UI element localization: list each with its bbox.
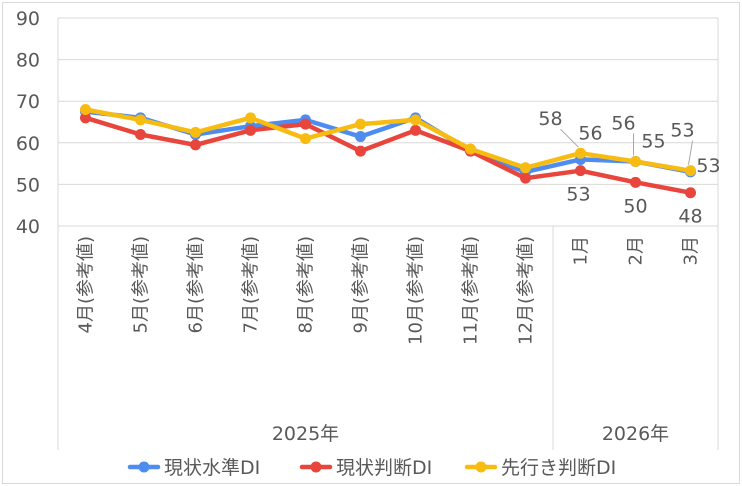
data-point [630, 156, 641, 168]
legend-marker [310, 461, 322, 473]
data-point [520, 162, 531, 174]
x-category-label: 9月(参考値) [351, 236, 372, 334]
data-label-leader [688, 140, 693, 165]
data-point [410, 124, 421, 136]
data-point [410, 114, 421, 126]
data-point [575, 165, 586, 177]
data-point [135, 114, 146, 126]
x-group-label: 2026年 [602, 423, 669, 445]
series-line [83, 115, 693, 195]
legend-label: 現状判断DI [336, 457, 432, 479]
data-point [685, 165, 696, 177]
data-label: 50 [623, 195, 647, 217]
data-point [80, 104, 91, 116]
y-tick-label: 80 [16, 50, 40, 72]
x-category-label: 11月(参考値) [461, 236, 482, 345]
y-tick-label: 90 [16, 8, 40, 30]
data-label: 58 [538, 108, 562, 130]
data-point [465, 143, 476, 155]
x-category-label: 5月(参考値) [131, 236, 152, 334]
legend-marker [475, 461, 487, 473]
y-tick-label: 70 [16, 91, 40, 113]
data-point [245, 112, 256, 124]
x-group-label: 2025年 [272, 423, 339, 445]
data-point [245, 124, 256, 136]
x-category-label: 1月 [571, 236, 592, 265]
y-tick-label: 50 [16, 174, 40, 196]
legend-label: 現状水準DI [164, 457, 260, 479]
series-line [83, 107, 693, 173]
data-point [520, 172, 531, 184]
data-point [300, 118, 311, 130]
data-point [190, 126, 201, 138]
x-category-label: 3月 [681, 236, 702, 265]
x-category-label: 2月 [626, 236, 647, 265]
data-point [355, 118, 366, 130]
data-label: 53 [566, 184, 590, 206]
x-category-label: 7月(参考値) [241, 236, 262, 334]
y-tick-label: 60 [16, 133, 40, 155]
data-point [685, 187, 696, 199]
data-point [300, 133, 311, 145]
legend-marker [138, 461, 150, 473]
data-point [575, 147, 586, 159]
data-label: 55 [641, 131, 665, 153]
legend-label: 先行き判断DI [501, 457, 616, 479]
data-label: 53 [670, 120, 694, 142]
data-point [135, 128, 146, 140]
data-label: 53 [696, 155, 720, 177]
y-tick-label: 40 [16, 216, 40, 238]
data-point [80, 112, 91, 124]
x-category-label: 4月(参考値) [76, 236, 97, 334]
data-label: 56 [578, 122, 602, 144]
data-label-leader [560, 128, 579, 148]
data-label: 56 [611, 113, 635, 135]
x-category-label: 6月(参考値) [186, 236, 207, 334]
data-point [190, 139, 201, 151]
data-point [355, 145, 366, 157]
x-category-label: 8月(参考値) [296, 236, 317, 334]
x-category-label: 12月(参考値) [516, 236, 537, 345]
data-point [355, 131, 366, 143]
data-label: 48 [678, 206, 702, 228]
x-category-label: 10月(参考値) [406, 236, 427, 345]
data-point [630, 176, 641, 188]
